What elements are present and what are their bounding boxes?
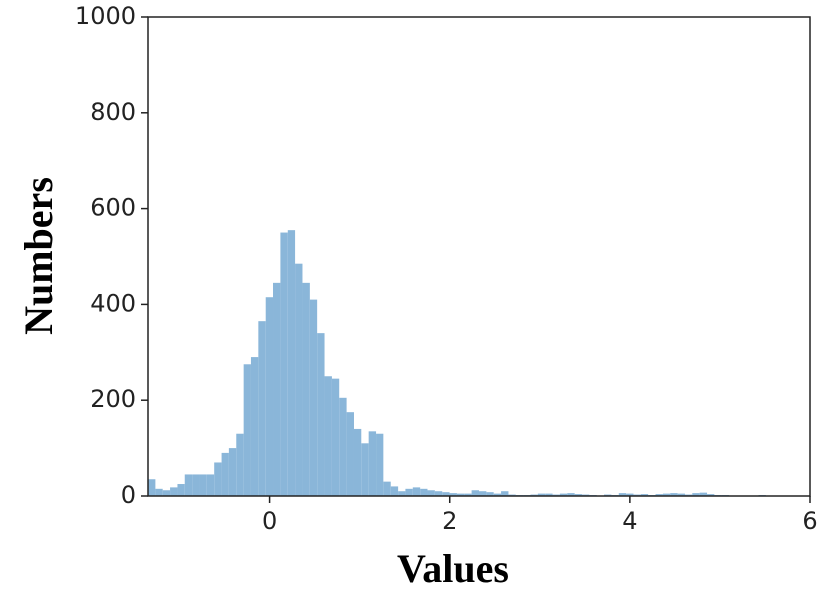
bar (456, 493, 465, 496)
bar (662, 493, 671, 496)
y-tick-label: 600 (90, 194, 136, 222)
bar (567, 493, 575, 496)
bar (324, 376, 332, 496)
bar (250, 357, 259, 496)
bar (398, 491, 406, 496)
y-axis-label: Numbers (16, 177, 61, 335)
bar (353, 428, 362, 496)
bar (545, 493, 553, 496)
y-tick-label: 1000 (75, 2, 136, 30)
bar (493, 493, 502, 496)
x-tick-label: 2 (442, 507, 457, 535)
x-axis-label: Values (397, 546, 509, 591)
bar (412, 487, 421, 496)
bar (170, 487, 178, 496)
bar (486, 492, 494, 496)
bar (361, 443, 369, 496)
bar (309, 299, 318, 496)
bar (383, 481, 391, 496)
bar (177, 484, 185, 496)
bar (162, 490, 171, 496)
bar (574, 494, 582, 496)
bar (265, 297, 274, 496)
bar (464, 493, 472, 496)
bar (655, 494, 663, 496)
bar (192, 474, 200, 496)
bar (280, 232, 288, 497)
bar (670, 493, 678, 496)
bar (442, 492, 450, 496)
bar (184, 474, 193, 496)
bar (626, 493, 634, 496)
bar (618, 493, 627, 496)
bar (537, 493, 546, 496)
bar (699, 492, 708, 496)
bar (273, 282, 281, 496)
bar (479, 491, 487, 496)
bar (206, 474, 215, 496)
bar (368, 431, 377, 496)
bar (449, 493, 457, 496)
x-tick-label: 6 (802, 507, 817, 535)
bar (339, 397, 347, 496)
bar (155, 488, 163, 496)
bar (258, 321, 266, 496)
x-tick-label: 0 (262, 507, 277, 535)
bar (677, 493, 685, 496)
bar (221, 452, 229, 496)
y-tick-label: 0 (121, 481, 136, 509)
bar (376, 433, 384, 496)
bar (405, 488, 413, 496)
bar (559, 493, 568, 496)
bar (434, 491, 443, 496)
bar (228, 448, 237, 496)
bar (302, 282, 310, 496)
bar (148, 479, 156, 496)
bar (471, 490, 479, 496)
bar (214, 462, 222, 496)
bar (501, 491, 509, 496)
bar (317, 333, 325, 496)
plot-frame (147, 16, 811, 497)
bar (427, 490, 435, 496)
bar (692, 493, 700, 496)
y-tick-label: 200 (90, 385, 136, 413)
bar (346, 412, 354, 496)
bar (236, 433, 244, 496)
y-tick-label: 400 (90, 289, 136, 317)
bar (331, 378, 340, 496)
bar (199, 474, 207, 496)
bar (640, 494, 649, 496)
bar (420, 488, 428, 496)
bar (243, 364, 251, 496)
bar (707, 494, 715, 496)
bar (287, 230, 296, 496)
x-tick-label: 4 (622, 507, 637, 535)
bar (295, 263, 303, 496)
bar (390, 486, 399, 496)
y-tick-label: 800 (90, 98, 136, 126)
